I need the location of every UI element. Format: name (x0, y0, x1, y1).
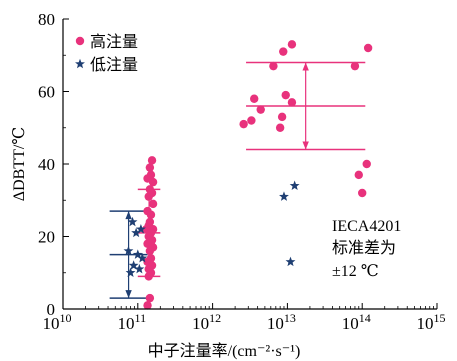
legend-low-label: 低注量 (90, 56, 138, 74)
high-fluence-point (250, 94, 259, 103)
low-fluence-point (279, 191, 289, 201)
band-arrowhead (302, 62, 309, 71)
low-fluence-point (127, 216, 138, 227)
annotation-line-2: 标准差为 (332, 239, 396, 257)
low-fluence-point (135, 224, 146, 234)
high-fluence-point (281, 90, 290, 100)
y-axis-label: ΔDBTT/℃ (11, 127, 28, 201)
high-fluence-point (144, 272, 153, 281)
high-fluence-point (145, 163, 155, 172)
high-fluence-point (287, 40, 297, 49)
high-fluence-point (275, 123, 285, 132)
high-fluence-point (247, 116, 256, 125)
high-fluence-point (145, 246, 155, 256)
high-fluence-point (256, 105, 265, 114)
high-fluence-point (146, 210, 156, 219)
band-arrowhead (302, 141, 309, 150)
high-fluence-point (350, 61, 360, 71)
low-fluence-point (128, 260, 139, 270)
y-tick-label: 40 (38, 155, 55, 174)
high-fluence-point (277, 112, 287, 122)
y-tick-label: 80 (38, 10, 55, 29)
high-fluence-point (145, 293, 155, 303)
high-fluence-point (354, 170, 363, 180)
band-arrowhead (125, 211, 132, 220)
high-fluence-point (144, 192, 153, 201)
y-tick-label: 60 (38, 83, 55, 102)
low-fluence-point (289, 180, 300, 190)
y-tick-label: 0 (47, 300, 56, 319)
low-fluence-point (131, 227, 142, 238)
high-fluence-point (148, 199, 158, 209)
x-tick-label: 1015 (417, 311, 446, 333)
high-fluence-point (239, 119, 248, 129)
x-tick-label: 1014 (342, 311, 371, 333)
x-ticks: 1010 1011 1012 1013 1014 1015 (43, 303, 446, 333)
band-arrowhead (125, 290, 132, 299)
high-fluence-point (143, 301, 152, 310)
x-tick-label: 1012 (192, 311, 221, 333)
high-fluence-point (269, 61, 278, 71)
legend-low-marker (75, 58, 85, 69)
high-fluence-point (362, 159, 371, 169)
low-fluence-point (123, 245, 134, 256)
x-tick-label: 1013 (267, 311, 296, 333)
annotation-line-1: IECA4201 (332, 218, 401, 235)
legend-star-shape (75, 58, 85, 69)
high-fluence-point (279, 47, 288, 56)
std-annotation: IECA4201 标准差为 ±12 ℃ (332, 218, 401, 280)
high-fluence-point (147, 156, 157, 165)
high-fluence-point (363, 43, 373, 53)
high-fluence-point (287, 98, 297, 107)
low-fluence-point (285, 256, 296, 267)
legend: 高注量 低注量 (75, 33, 138, 74)
low-fluence-point (132, 249, 143, 259)
y-tick-label: 20 (38, 228, 55, 247)
low-fluence-point (134, 263, 145, 274)
legend-high-marker (75, 36, 85, 46)
high-fluence-point (358, 188, 367, 198)
y-ticks: 0 20 40 60 80 (38, 10, 69, 319)
low-fluence-point (137, 253, 148, 263)
low-fluence-point (125, 267, 136, 277)
high-fluence-point (148, 177, 158, 187)
legend-high-label: 高注量 (90, 33, 138, 51)
x-tick-label: 1011 (118, 311, 147, 333)
annotation-line-3: ±12 ℃ (332, 263, 379, 280)
x-axis-label: 中子注量率/(cm⁻²·s⁻¹) (148, 342, 301, 360)
data-points (123, 40, 373, 310)
